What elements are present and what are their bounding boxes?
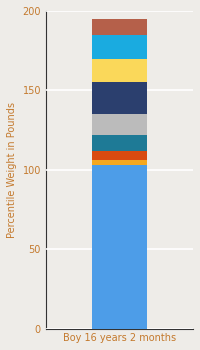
Bar	[92, 151, 147, 160]
Bar	[92, 114, 147, 135]
Bar	[92, 165, 147, 329]
Bar	[92, 59, 147, 83]
Bar	[92, 135, 147, 151]
Bar	[92, 160, 147, 165]
Bar	[92, 19, 147, 35]
Y-axis label: Percentile Weight in Pounds: Percentile Weight in Pounds	[7, 102, 17, 238]
Bar	[92, 35, 147, 59]
Bar	[92, 83, 147, 114]
